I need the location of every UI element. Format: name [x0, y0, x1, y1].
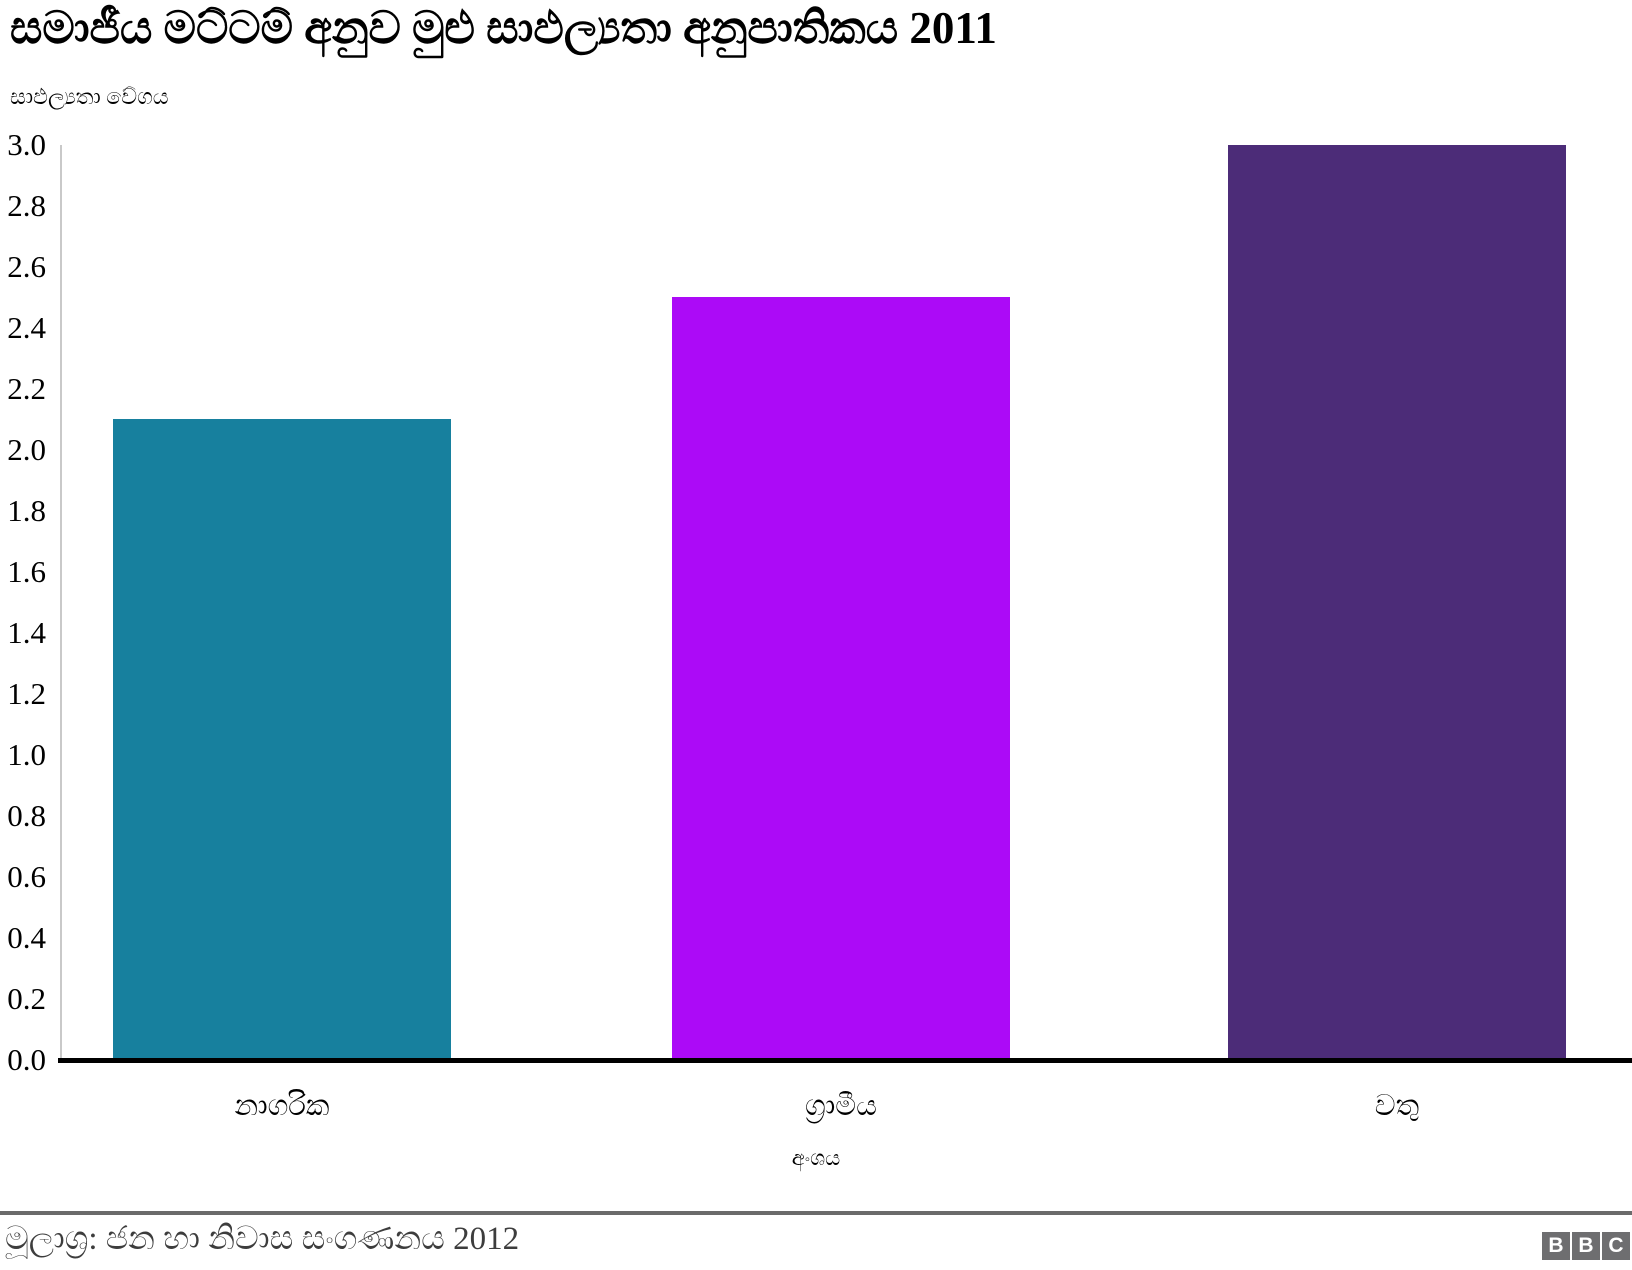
y-tick-label: 0.2 [7, 981, 46, 1016]
source-text: මූලාශ්‍ර: ජන හා නිවාස සංගණනය 2012 [5, 1221, 520, 1257]
footer-divider [0, 1211, 1632, 1215]
x-axis-category-labels: නාගරික ග්‍රාමීය වතු [0, 1086, 1632, 1134]
y-tick-label: 1.6 [7, 554, 46, 589]
y-axis-ticks: 0.0 0.2 0.4 0.6 0.8 1.0 1.2 1.4 1.6 1.8 2.0 2.2 2.4 2… [0, 127, 46, 1077]
y-tick-label: 1.2 [7, 676, 46, 711]
y-axis-line [60, 145, 62, 1060]
y-tick-label: 3.0 [7, 127, 46, 162]
y-tick-label: 0.4 [7, 920, 46, 955]
x-axis-line [58, 1058, 1632, 1063]
y-axis-unit-label: සාඵල්‍යතා වේගය [10, 84, 169, 109]
chart-title: සමාජීය මට්ටම් අනුව මුළු සාඵල්‍යතා අනුපාත… [10, 3, 997, 53]
bars-container [0, 145, 1632, 1060]
y-tick-label: 1.0 [7, 737, 46, 772]
bar-2 [672, 297, 1010, 1060]
bbc-logo-square: B [1572, 1232, 1600, 1260]
x-axis-title: අංශය [791, 1146, 841, 1170]
y-tick-label: 2.4 [7, 310, 46, 345]
bar-3 [1228, 145, 1566, 1060]
bbc-logo-square: B [1542, 1232, 1570, 1260]
y-tick-label: 2.0 [7, 432, 46, 467]
y-tick-label: 1.8 [7, 493, 46, 528]
bar-1 [113, 419, 451, 1060]
bbc-logo-square: C [1602, 1232, 1630, 1260]
y-tick-label: 1.4 [7, 615, 46, 650]
category-label: නාගරික [234, 1090, 330, 1122]
y-tick-label: 0.6 [7, 859, 46, 894]
category-label: ග්‍රාමීය [805, 1090, 877, 1122]
y-tick-label: 2.6 [7, 249, 46, 284]
y-tick-label: 0.8 [7, 798, 46, 833]
category-label: වතු [1374, 1090, 1420, 1122]
y-tick-label: 0.0 [7, 1042, 46, 1077]
y-tick-label: 2.2 [7, 371, 46, 406]
y-tick-label: 2.8 [7, 188, 46, 223]
plot-area [0, 145, 1632, 1063]
